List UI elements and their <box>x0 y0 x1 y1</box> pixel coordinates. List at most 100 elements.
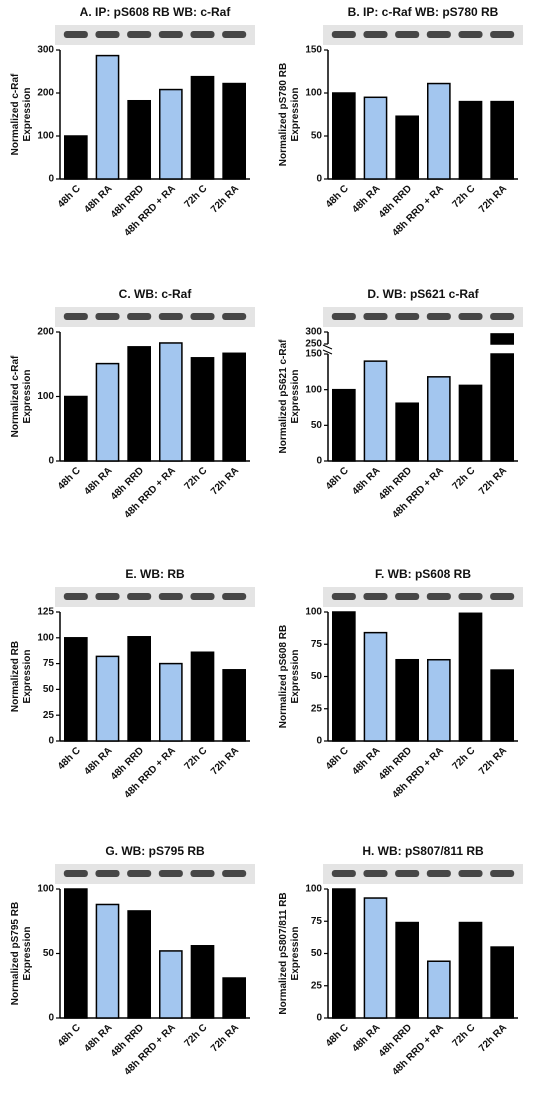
bar <box>490 669 515 742</box>
bar <box>363 96 388 180</box>
y-tick-label: 0 <box>316 1013 322 1024</box>
bar <box>64 135 88 180</box>
y-tick-label: 50 <box>311 420 323 431</box>
bar <box>490 946 515 1019</box>
y-tick-label: 100 <box>37 131 54 142</box>
blot-band <box>395 31 420 38</box>
blot-band <box>363 593 388 600</box>
y-axis-label-line: Normalized pS608 RB <box>278 625 289 728</box>
blot-band <box>63 870 88 877</box>
y-tick-label: 150 <box>305 45 322 56</box>
blot <box>323 307 523 327</box>
y-axis-label-line: Expression <box>22 927 33 981</box>
bar <box>222 352 246 462</box>
y-axis-label-line: Normalized pS621 c-Raf <box>278 339 289 454</box>
bar <box>490 333 515 345</box>
y-tick-label: 300 <box>305 327 322 338</box>
bar <box>490 353 515 462</box>
blot-band <box>63 593 88 600</box>
y-tick-label: 75 <box>43 658 55 669</box>
blot-band <box>63 313 88 320</box>
x-tick-label: 72h C <box>182 1022 209 1049</box>
x-tick-label: 48h C <box>324 183 351 210</box>
y-tick-label: 200 <box>37 88 54 99</box>
x-tick-label: 72h RA <box>209 465 241 497</box>
bar <box>222 82 246 180</box>
bar <box>458 921 483 1019</box>
blot-band <box>490 870 515 877</box>
y-axis-label-line: Expression <box>22 370 33 424</box>
bar <box>363 360 388 462</box>
y-axis-label-line: Normalized pS807/811 RB <box>278 892 289 1014</box>
x-tick-label: 72h C <box>182 465 209 492</box>
blot-band <box>95 313 120 320</box>
blot-band <box>426 870 451 877</box>
bar <box>458 100 483 180</box>
bar <box>95 362 120 462</box>
y-axis-label: Normalized c-RafExpression <box>10 73 33 155</box>
x-tick-label: 72h RA <box>477 183 509 215</box>
x-tick-label: 48h C <box>324 465 351 492</box>
y-axis-label-line: Expression <box>22 650 33 704</box>
blot-band <box>490 31 515 38</box>
x-tick-label: 72h RA <box>209 745 241 777</box>
bar <box>159 342 183 462</box>
y-tick-label: 150 <box>305 349 322 360</box>
y-tick-label: 300 <box>37 45 54 56</box>
bar <box>332 92 356 180</box>
blot-band <box>190 870 215 877</box>
y-tick-label: 25 <box>43 710 55 721</box>
bar <box>159 950 183 1019</box>
bar <box>458 384 483 462</box>
blot-band <box>363 870 388 877</box>
x-tick-label: 72h RA <box>477 465 509 497</box>
y-axis-label-line: Normalized c-Raf <box>10 73 21 155</box>
x-tick-label: 48h C <box>56 1022 83 1049</box>
blot-band <box>158 870 183 877</box>
blot-band <box>158 31 183 38</box>
blot <box>323 587 523 607</box>
y-tick-label: 200 <box>37 327 54 338</box>
bar <box>490 100 515 180</box>
y-tick-label: 0 <box>48 1013 54 1024</box>
blot <box>55 587 255 607</box>
bar <box>332 611 356 742</box>
bar <box>64 888 88 1019</box>
bar <box>395 402 420 462</box>
blot-band <box>363 313 388 320</box>
y-tick-label: 0 <box>48 456 54 467</box>
bar <box>127 99 151 180</box>
blot-band <box>458 31 483 38</box>
bar <box>458 612 483 742</box>
bar <box>64 395 88 462</box>
blot-band <box>127 870 152 877</box>
chart-title: H. WB: pS807/811 RB <box>362 844 484 858</box>
blot-band <box>426 593 451 600</box>
blot-band <box>331 593 356 600</box>
x-tick-label: 72h RA <box>209 183 241 215</box>
blot <box>55 307 255 327</box>
bar <box>222 977 246 1019</box>
blot-band <box>95 593 120 600</box>
x-tick-label: 72h C <box>450 745 477 772</box>
y-axis-label-line: Expression <box>290 88 301 142</box>
y-tick-label: 0 <box>316 456 322 467</box>
chart-title: E. WB: RB <box>125 567 185 581</box>
blot-band <box>395 313 420 320</box>
y-axis-label-line: Expression <box>290 650 301 704</box>
bar <box>427 658 451 742</box>
x-tick-label: 72h RA <box>209 1022 241 1054</box>
bar <box>190 945 215 1019</box>
blot-band <box>490 313 515 320</box>
y-axis-label-line: Expression <box>290 370 301 424</box>
blot-band <box>127 593 152 600</box>
y-tick-label: 75 <box>311 639 323 650</box>
y-axis-label-line: Normalized RB <box>10 641 21 712</box>
bar <box>190 75 215 180</box>
y-tick-label: 50 <box>311 131 323 142</box>
y-tick-label: 25 <box>311 980 323 991</box>
y-axis-label: Normalized pS621 c-RafExpression <box>278 339 301 454</box>
blot-band <box>331 870 356 877</box>
y-axis-label-line: Normalized pS780 RB <box>278 63 289 166</box>
